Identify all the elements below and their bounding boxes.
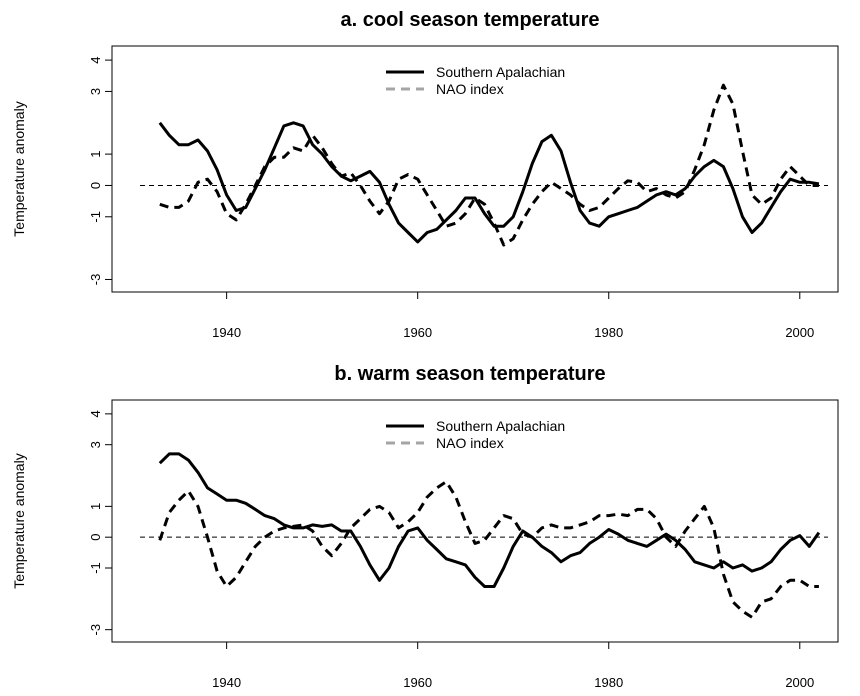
y-tick-label: -1 bbox=[88, 211, 103, 223]
plot-frame bbox=[111, 399, 839, 643]
y-tick-label: 0 bbox=[88, 534, 103, 541]
legend-label: Southern Apalachian bbox=[436, 64, 565, 80]
y-tick-label: 3 bbox=[88, 441, 103, 448]
x-tick-label: 1940 bbox=[212, 325, 241, 340]
x-tick-label: 1980 bbox=[594, 675, 623, 690]
y-tick-label: 3 bbox=[88, 88, 103, 95]
x-tick-label: 1960 bbox=[403, 325, 432, 340]
y-tick-label: -3 bbox=[88, 274, 103, 286]
x-tick-label: 2000 bbox=[785, 325, 814, 340]
data-line bbox=[158, 121, 820, 244]
y-tick-label: 1 bbox=[88, 150, 103, 157]
legend-label: Southern Apalachian bbox=[436, 418, 565, 434]
panel-title: b. warm season temperature bbox=[334, 363, 605, 385]
panel-title: a. cool season temperature bbox=[341, 9, 600, 31]
y-tick-label: -1 bbox=[88, 562, 103, 574]
x-tick-label: 1960 bbox=[403, 675, 432, 690]
legend-label: NAO index bbox=[436, 81, 504, 97]
y-tick-label: 1 bbox=[88, 503, 103, 510]
x-tick-label: 2000 bbox=[785, 675, 814, 690]
y-tick-label: 0 bbox=[88, 182, 103, 189]
data-line bbox=[159, 83, 819, 247]
data-line bbox=[158, 452, 821, 588]
data-line bbox=[158, 480, 819, 619]
y-tick-label: 4 bbox=[88, 410, 103, 417]
y-axis-label: Temperature anomaly bbox=[11, 453, 27, 588]
x-tick-label: 1980 bbox=[594, 325, 623, 340]
x-tick-label: 1940 bbox=[212, 675, 241, 690]
y-axis-label: Temperature anomaly bbox=[11, 101, 27, 236]
y-tick-label: 4 bbox=[88, 56, 103, 63]
plot-frame bbox=[111, 45, 839, 293]
y-tick-label: -3 bbox=[88, 624, 103, 636]
legend-label: NAO index bbox=[436, 435, 504, 451]
